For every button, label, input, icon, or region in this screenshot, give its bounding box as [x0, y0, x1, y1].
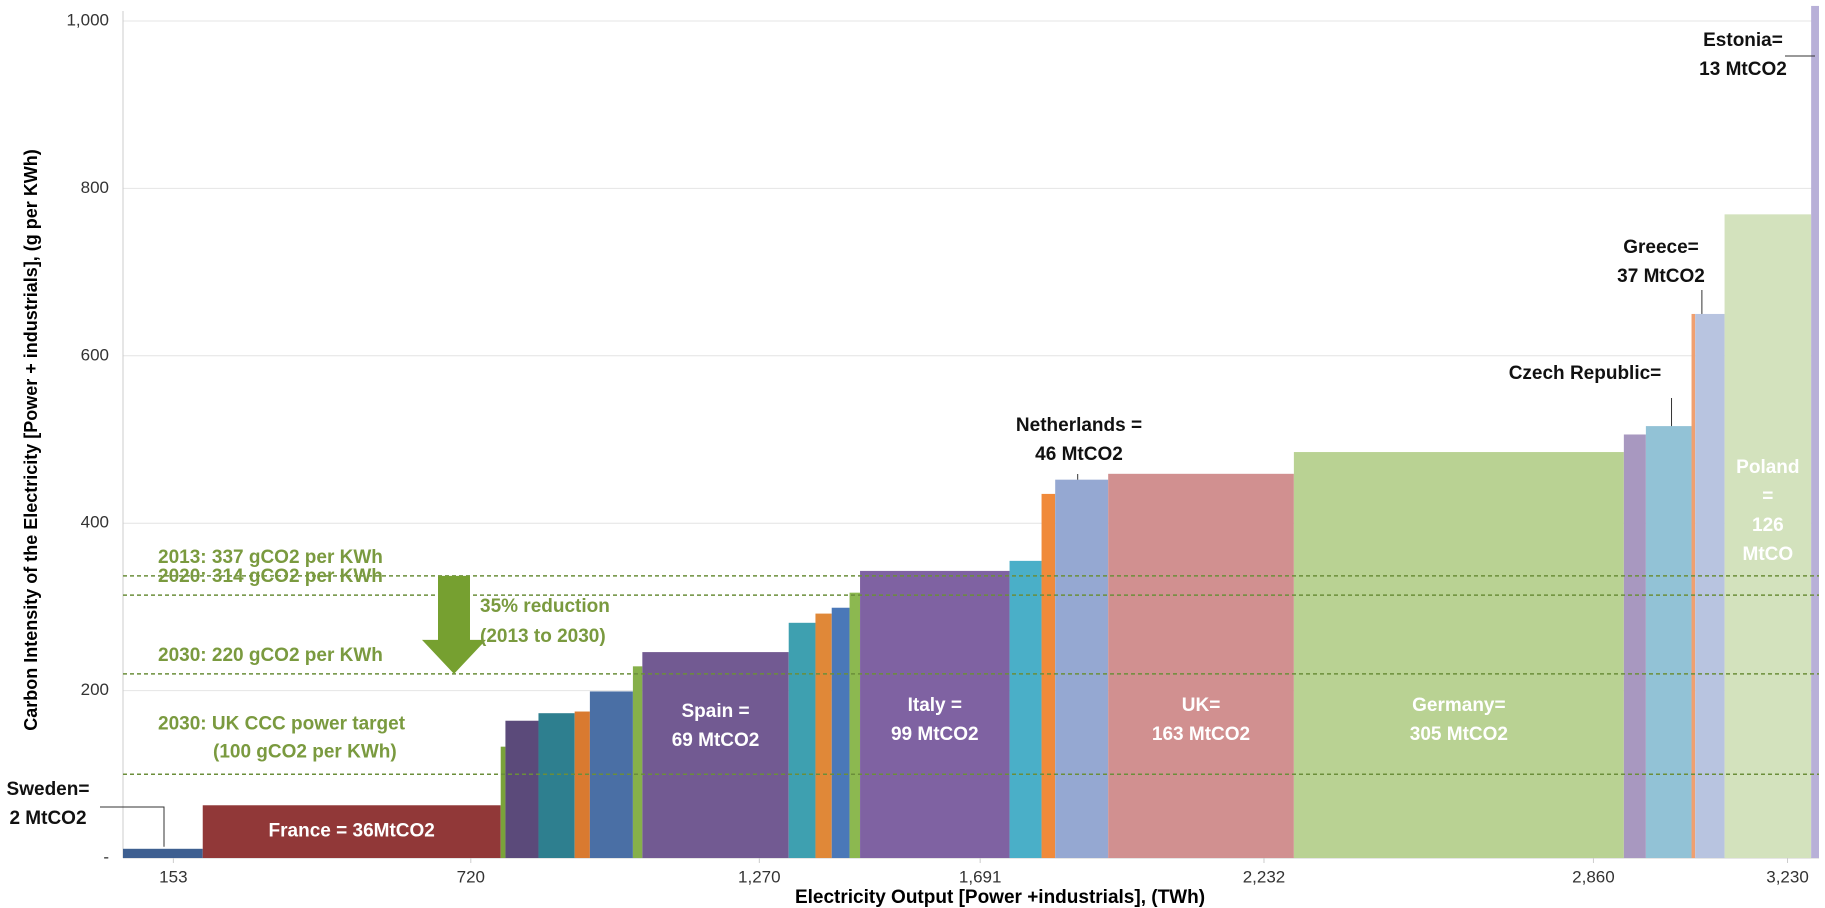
bar-label: Greece=	[1623, 237, 1699, 258]
bar	[1293, 452, 1624, 858]
bar	[1623, 434, 1646, 858]
bar	[815, 613, 832, 858]
x-tick-label: 153	[159, 867, 187, 886]
bar	[505, 720, 539, 858]
bar-label: Spain =	[681, 701, 749, 722]
bar	[1108, 473, 1294, 858]
bar	[202, 805, 501, 858]
y-tick-label: 1,000	[66, 10, 109, 29]
bar	[1695, 313, 1725, 858]
bar	[788, 622, 816, 858]
bar	[1055, 479, 1109, 858]
reference-label: 2020: 314 gCO2 per KWh	[158, 566, 383, 587]
x-tick-label: 1,270	[738, 867, 781, 886]
bar-label: 46 MtCO2	[1035, 444, 1123, 465]
bar-label: 13 MtCO2	[1699, 59, 1787, 80]
bar-label: Germany=	[1412, 695, 1505, 716]
bar	[538, 713, 575, 858]
bar	[860, 570, 1010, 858]
reduction-label: 35% reduction	[480, 596, 610, 617]
y-tick-label: 600	[81, 345, 109, 364]
bar	[1724, 214, 1812, 859]
x-tick-label: 720	[457, 867, 485, 886]
bar-label: Sweden=	[7, 779, 90, 800]
bar-label: 99 MtCO2	[891, 724, 979, 745]
reference-label: 2030: 220 gCO2 per KWh	[158, 645, 383, 666]
bar	[589, 691, 633, 858]
bar-label: Czech Republic=	[1509, 363, 1662, 384]
bar	[849, 592, 861, 858]
x-tick-label: 3,230	[1766, 867, 1809, 886]
x-tick-label: 1,691	[959, 867, 1002, 886]
bar-label: Estonia=	[1703, 30, 1783, 51]
bar	[642, 652, 789, 858]
bar-label: France = 36MtCO2	[269, 821, 435, 842]
bar	[500, 746, 506, 858]
bar	[831, 607, 850, 858]
x-tick-label: 2,860	[1572, 867, 1615, 886]
bar-label: 163 MtCO2	[1152, 724, 1250, 745]
y-axis-label: Carbon Intensity of the Electricity [Pow…	[21, 149, 41, 731]
bar-label: MtCO	[1743, 544, 1794, 565]
bar	[574, 711, 590, 858]
reference-label: (100 gCO2 per KWh)	[213, 741, 397, 762]
bar	[1691, 313, 1696, 858]
reduction-label: (2013 to 2030)	[480, 626, 606, 647]
bar-label: UK=	[1182, 695, 1221, 716]
reference-label: 2013: 337 gCO2 per KWh	[158, 547, 383, 568]
bar	[1645, 426, 1692, 858]
bar	[123, 848, 203, 858]
bar	[1041, 493, 1056, 858]
bar-label: Poland	[1736, 457, 1799, 478]
reduction-arrow	[422, 575, 486, 674]
reference-label: 2030: UK CCC power target	[158, 713, 406, 734]
y-tick-label: 200	[81, 680, 109, 699]
bar-label: =	[1762, 486, 1773, 507]
bar-label: 2 MtCO2	[9, 808, 86, 829]
bar-label: 305 MtCO2	[1410, 724, 1508, 745]
bar	[1811, 5, 1819, 858]
bar-label: Netherlands =	[1016, 415, 1142, 436]
bar-label: Italy =	[908, 695, 962, 716]
y-tick-label: -	[103, 847, 109, 866]
bar	[1009, 560, 1042, 858]
y-tick-label: 800	[81, 178, 109, 197]
x-axis-label: Electricity Output [Power +industrials],…	[795, 887, 1205, 908]
bar	[632, 666, 643, 858]
leader-line	[100, 806, 165, 847]
bar-label: 69 MtCO2	[672, 730, 760, 751]
bar-label: 126	[1752, 515, 1784, 536]
x-tick-label: 2,232	[1243, 867, 1286, 886]
bar-label: 37 MtCO2	[1617, 266, 1705, 287]
y-tick-label: 400	[81, 513, 109, 532]
